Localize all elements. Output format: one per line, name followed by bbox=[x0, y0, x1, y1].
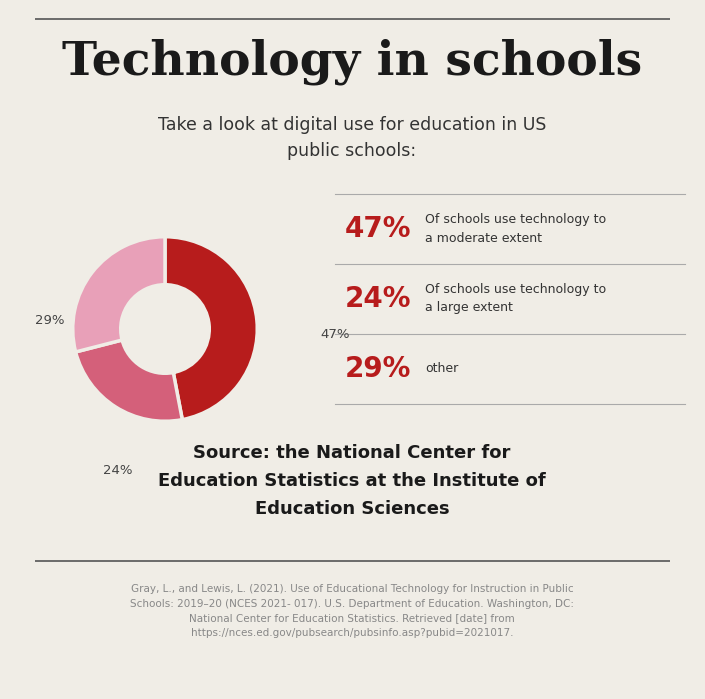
Text: Of schools use technology to
a moderate extent: Of schools use technology to a moderate … bbox=[425, 213, 606, 245]
Text: 24%: 24% bbox=[103, 464, 133, 477]
Text: 24%: 24% bbox=[345, 285, 412, 313]
Text: 29%: 29% bbox=[35, 315, 65, 328]
Wedge shape bbox=[165, 237, 257, 419]
Text: other: other bbox=[425, 363, 458, 375]
Text: Of schools use technology to
a large extent: Of schools use technology to a large ext… bbox=[425, 284, 606, 315]
Wedge shape bbox=[73, 237, 165, 352]
Text: Source: the National Center for
Education Statistics at the Institute of
Educati: Source: the National Center for Educatio… bbox=[158, 444, 546, 518]
Text: Technology in schools: Technology in schools bbox=[62, 38, 642, 85]
Text: 47%: 47% bbox=[345, 215, 412, 243]
Text: 29%: 29% bbox=[345, 355, 412, 383]
Wedge shape bbox=[75, 340, 183, 421]
Text: Gray, L., and Lewis, L. (2021). Use of Educational Technology for Instruction in: Gray, L., and Lewis, L. (2021). Use of E… bbox=[130, 584, 574, 637]
Text: 47%: 47% bbox=[320, 328, 350, 340]
Text: Take a look at digital use for education in US
public schools:: Take a look at digital use for education… bbox=[158, 116, 546, 160]
